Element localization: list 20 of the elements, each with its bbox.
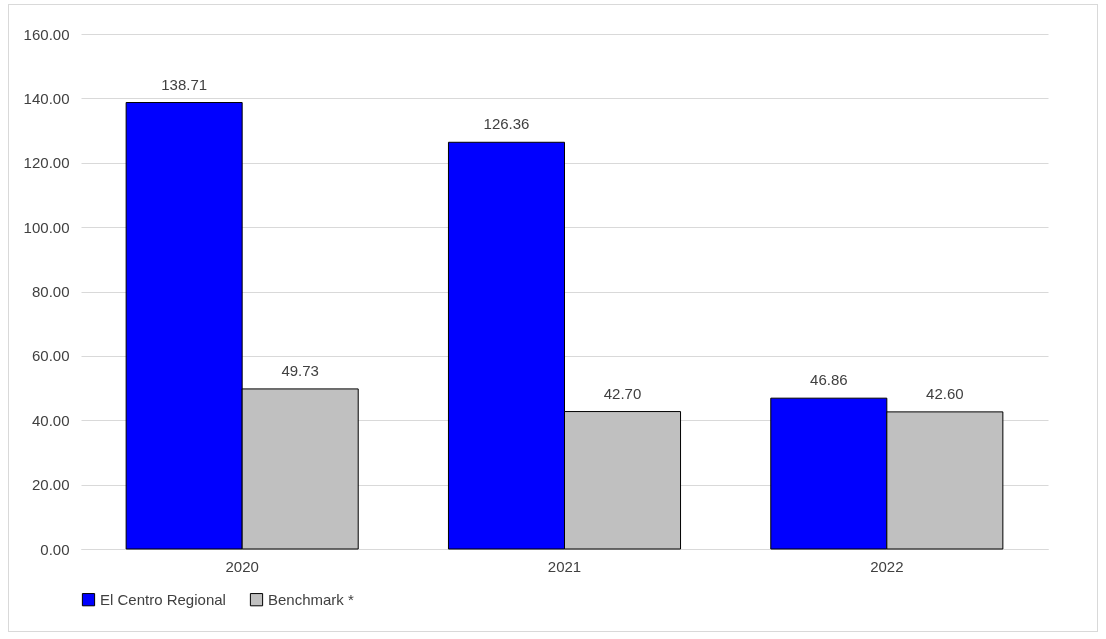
y-tick-label: 120.00 xyxy=(23,154,70,172)
data-label: 138.71 xyxy=(161,75,208,93)
legend-label: El Centro Regional xyxy=(100,590,226,608)
y-tick-label: 0.00 xyxy=(40,540,70,558)
x-tick-label: 2022 xyxy=(870,557,904,575)
y-tick-label: 80.00 xyxy=(31,283,70,300)
data-label: 46.86 xyxy=(810,371,848,389)
y-tick-label: 40.00 xyxy=(31,411,70,429)
data-label: 42.70 xyxy=(603,384,642,402)
data-label: 126.36 xyxy=(483,115,530,133)
data-label: 49.73 xyxy=(281,361,319,379)
y-tick-label: 20.00 xyxy=(31,476,70,494)
y-tick-label: 60.00 xyxy=(31,347,70,365)
x-tick-label: 2020 xyxy=(225,557,259,575)
y-tick-label: 140.00 xyxy=(23,89,70,107)
x-tick-label: 2021 xyxy=(547,557,582,575)
data-label: 42.60 xyxy=(926,384,964,402)
legend-label: Benchmark * xyxy=(268,590,355,608)
y-tick-label: 160.00 xyxy=(23,25,70,43)
y-tick-label: 100.00 xyxy=(23,218,70,236)
